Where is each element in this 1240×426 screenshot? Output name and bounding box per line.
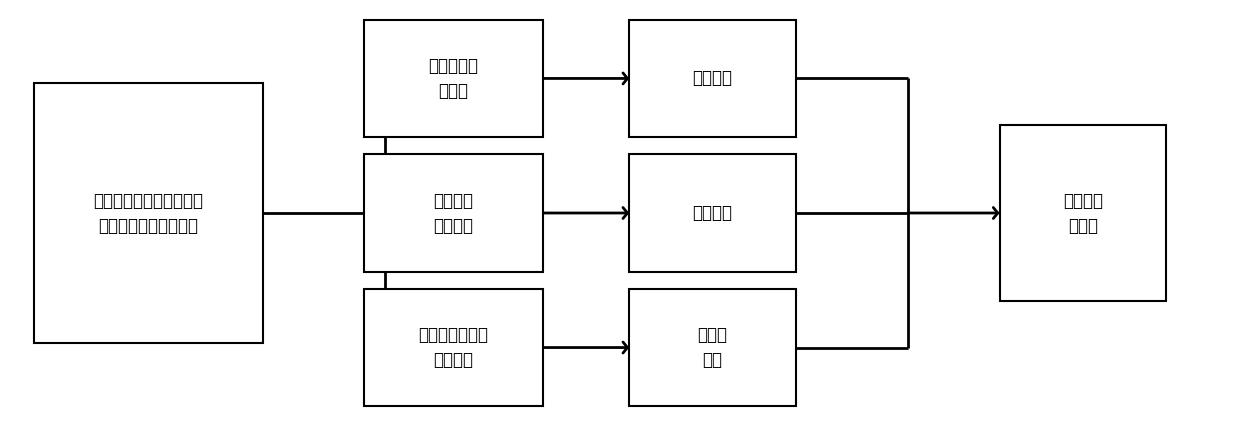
Bar [629, 154, 796, 272]
Bar [629, 289, 796, 406]
Text: 基站与移动台之
间的距离: 基站与移动台之 间的距离 [418, 326, 489, 369]
Bar [999, 125, 1167, 301]
Text: 目标函数: 目标函数 [693, 69, 733, 87]
Text: 无人机中继多跳通信系统
中的中继节点布设问题: 无人机中继多跳通信系统 中的中继节点布设问题 [93, 192, 203, 234]
Bar [35, 83, 263, 343]
Text: 无人机中
继的位置: 无人机中 继的位置 [433, 192, 474, 234]
Bar [363, 20, 543, 137]
Text: 优化变量: 优化变量 [693, 204, 733, 222]
Bar [363, 154, 543, 272]
Text: 限制性
条件: 限制性 条件 [698, 326, 728, 369]
Bar [629, 20, 796, 137]
Bar [363, 289, 543, 406]
Text: 最优化数
学模型: 最优化数 学模型 [1063, 192, 1102, 234]
Text: 移动台的中
断概率: 移动台的中 断概率 [428, 57, 479, 100]
